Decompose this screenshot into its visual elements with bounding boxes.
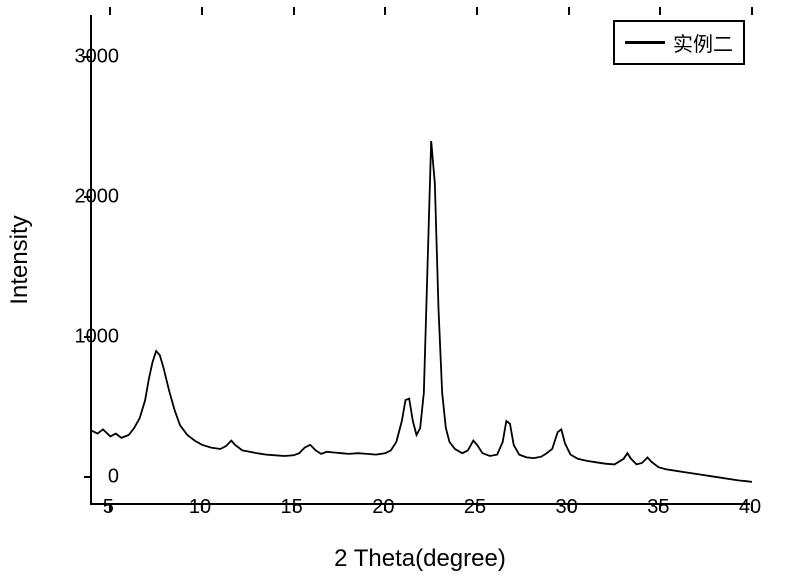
x-tick-label: 40	[739, 496, 761, 519]
legend-label: 实例二	[673, 28, 733, 57]
x-tick-top	[568, 7, 570, 15]
plot-area: 实例二	[90, 15, 750, 505]
y-tick	[84, 476, 92, 478]
x-tick-label: 35	[647, 496, 669, 519]
x-tick-top	[201, 7, 203, 15]
x-tick-top	[751, 7, 753, 15]
xrd-chart: 实例二	[90, 15, 750, 505]
x-tick-top	[476, 7, 478, 15]
x-tick-label: 15	[281, 496, 303, 519]
x-tick-label: 30	[556, 496, 578, 519]
data-series-line	[92, 15, 752, 505]
x-tick-top	[384, 7, 386, 15]
x-tick-top	[109, 7, 111, 15]
y-tick-label: 1000	[75, 326, 120, 349]
x-tick-label: 10	[189, 496, 211, 519]
y-tick-label: 0	[108, 466, 119, 489]
y-tick-label: 3000	[75, 46, 120, 69]
legend-line-marker	[625, 41, 665, 44]
y-axis-label: Intensity	[6, 215, 34, 304]
x-tick-label: 5	[103, 496, 114, 519]
x-tick-label: 20	[372, 496, 394, 519]
x-tick-top	[659, 7, 661, 15]
x-axis-label: 2 Theta(degree)	[334, 545, 506, 573]
y-tick-label: 2000	[75, 186, 120, 209]
x-tick-top	[293, 7, 295, 15]
x-tick-label: 25	[464, 496, 486, 519]
legend: 实例二	[613, 20, 745, 65]
